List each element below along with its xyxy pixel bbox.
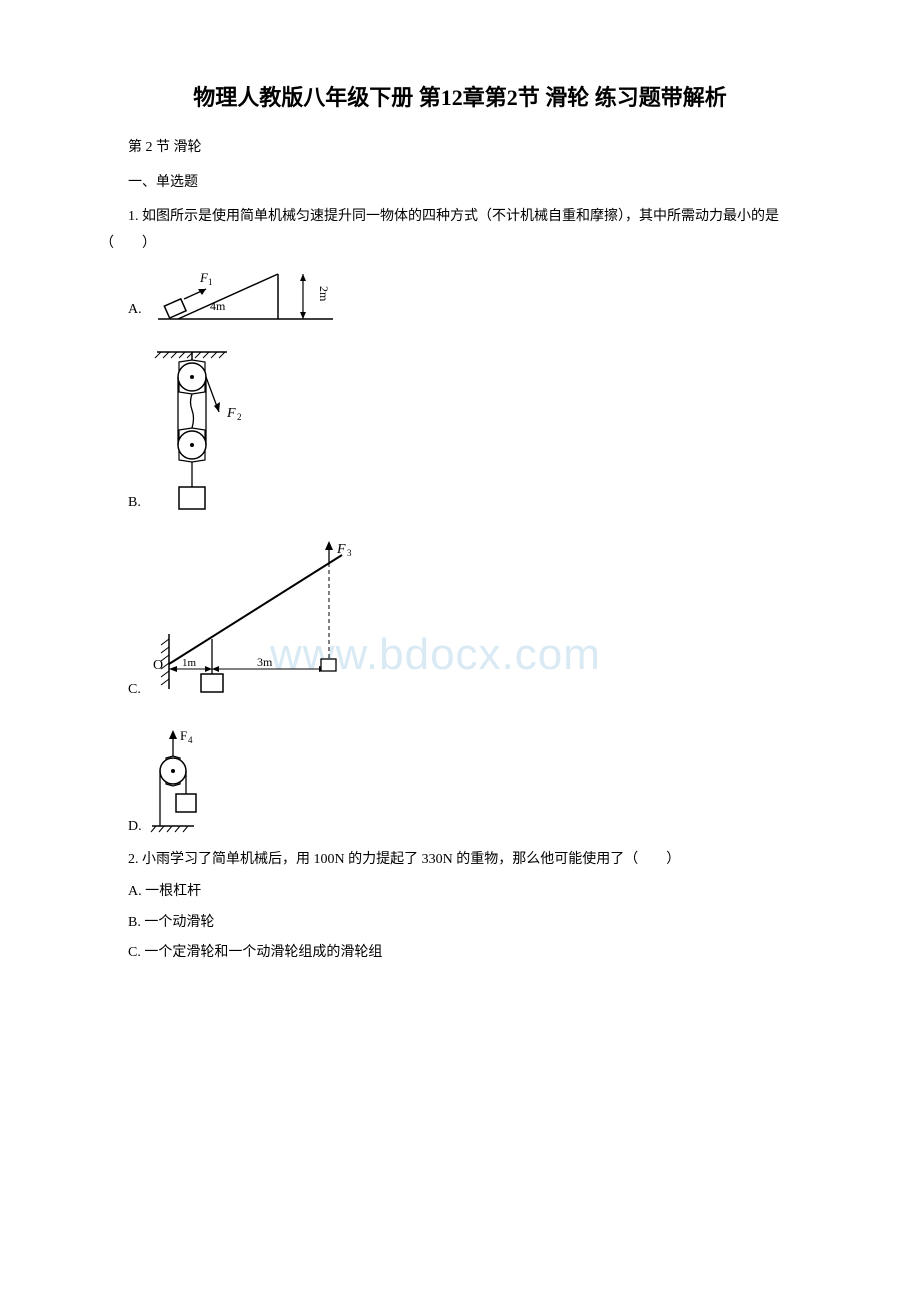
page-title: 物理人教版八年级下册 第12章第2节 滑轮 练习题带解析: [100, 80, 820, 115]
q1-diagram-c: O 1m 3m F 3: [147, 539, 367, 704]
q2-option-b: B. 一个动滑轮: [100, 910, 820, 937]
q2-option-a: A. 一根杠杆: [100, 879, 820, 906]
q1-stem: 1. 如图所示是使用简单机械匀速提升同一物体的四种方式（不计机械自重和摩擦），其…: [100, 204, 820, 257]
q2-stem: 2. 小雨学习了简单机械后，用 100N 的力提起了 330N 的重物，那么他可…: [100, 847, 820, 874]
q1-option-a: A. F 1 4m 2m: [100, 264, 820, 324]
svg-text:4m: 4m: [210, 299, 226, 313]
svg-text:F: F: [336, 542, 346, 557]
section-label: 第 2 节 滑轮: [100, 135, 820, 162]
svg-text:4: 4: [188, 735, 193, 745]
q1-option-b-prefix: B.: [100, 490, 141, 517]
q1-option-d: D. F 4: [100, 726, 820, 841]
svg-text:3: 3: [347, 548, 352, 558]
q1-option-c: C. O 1m 3m: [100, 539, 820, 704]
q1-diagram-a: F 1 4m 2m: [148, 264, 338, 324]
q1-diagram-b: F 2: [147, 342, 257, 517]
svg-text:F: F: [226, 406, 236, 421]
subsection-label: 一、单选题: [100, 170, 820, 197]
svg-text:1: 1: [208, 277, 213, 287]
svg-text:F: F: [180, 728, 187, 743]
q2-option-c: C. 一个定滑轮和一个动滑轮组成的滑轮组: [100, 940, 820, 967]
q1-option-d-prefix: D.: [100, 814, 142, 841]
q1-option-a-prefix: A.: [100, 297, 142, 324]
svg-text:O: O: [153, 658, 163, 673]
q1-option-c-prefix: C.: [100, 677, 141, 704]
svg-text:2: 2: [237, 412, 242, 422]
svg-text:1m: 1m: [182, 657, 197, 669]
svg-text:3m: 3m: [257, 655, 273, 669]
q1-diagram-d: F 4: [148, 726, 218, 841]
q1-option-b: B. F 2: [100, 342, 820, 517]
svg-text:2m: 2m: [317, 286, 331, 302]
